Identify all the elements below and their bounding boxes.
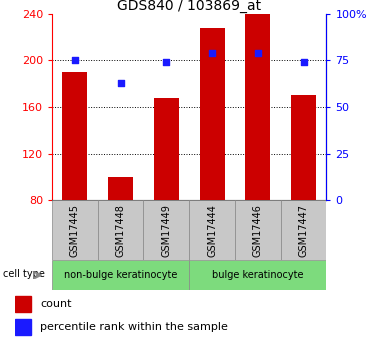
Text: cell type: cell type bbox=[3, 269, 45, 279]
Bar bbox=[200, 28, 225, 200]
Point bbox=[301, 59, 306, 65]
Bar bbox=[154, 98, 179, 200]
Bar bbox=[52, 260, 189, 290]
Point bbox=[163, 59, 169, 65]
Title: GDS840 / 103869_at: GDS840 / 103869_at bbox=[117, 0, 261, 13]
Bar bbox=[98, 200, 144, 260]
Bar bbox=[245, 14, 270, 200]
Bar bbox=[144, 200, 189, 260]
Bar bbox=[281, 200, 326, 260]
Bar bbox=[235, 200, 281, 260]
Point bbox=[118, 80, 124, 86]
Text: count: count bbox=[40, 299, 72, 309]
Bar bbox=[15, 296, 30, 312]
Text: GSM17444: GSM17444 bbox=[207, 204, 217, 257]
Text: bulge keratinocyte: bulge keratinocyte bbox=[212, 270, 303, 280]
Point bbox=[209, 50, 215, 56]
Bar bbox=[15, 319, 30, 335]
Point bbox=[72, 58, 78, 63]
Text: percentile rank within the sample: percentile rank within the sample bbox=[40, 322, 228, 332]
Text: GSM17446: GSM17446 bbox=[253, 204, 263, 257]
Bar bbox=[62, 72, 88, 200]
Bar bbox=[189, 200, 235, 260]
Text: non-bulge keratinocyte: non-bulge keratinocyte bbox=[64, 270, 177, 280]
Bar bbox=[108, 177, 133, 200]
Point bbox=[255, 50, 261, 56]
Text: GSM17445: GSM17445 bbox=[70, 204, 80, 257]
Bar bbox=[291, 95, 316, 200]
Text: GSM17449: GSM17449 bbox=[161, 204, 171, 257]
Bar bbox=[189, 260, 326, 290]
Text: GSM17447: GSM17447 bbox=[299, 204, 309, 257]
Text: GSM17448: GSM17448 bbox=[116, 204, 125, 257]
Bar bbox=[52, 200, 98, 260]
